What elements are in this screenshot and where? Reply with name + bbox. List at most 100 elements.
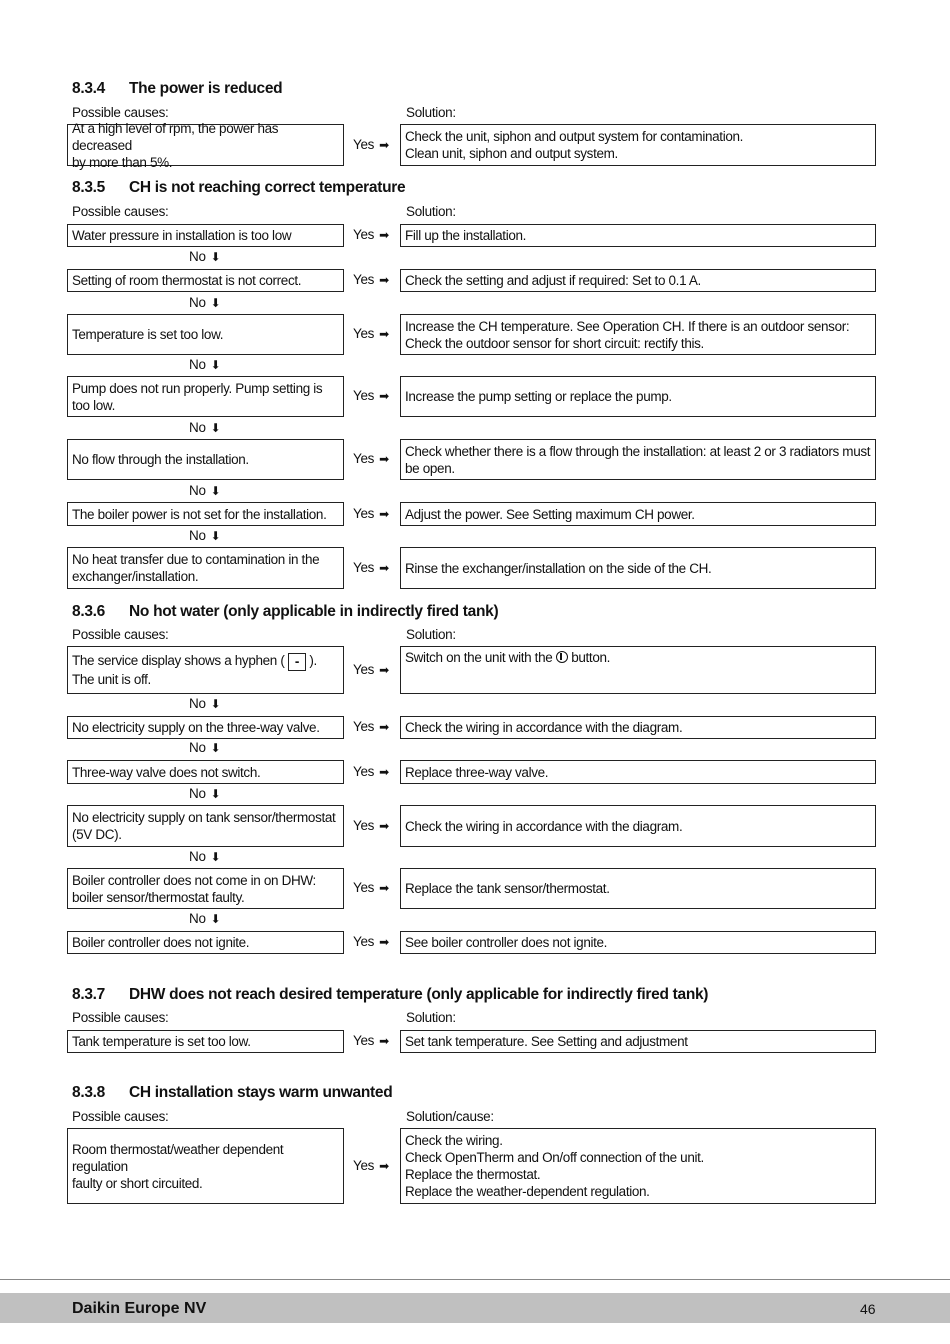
solution-box: Replace three-way valve. [400,760,876,784]
solution-box: See boiler controller does not ignite. [400,931,876,954]
section-number: 8.3.6 [72,603,105,620]
solution-label: Solution: [406,105,456,120]
solution-box: Adjust the power. See Setting maximum CH… [400,502,876,526]
yes-label: Yes [353,817,375,833]
yes-label: Yes [353,719,375,734]
arrow-right-icon: ➡ [379,1034,389,1048]
no-label: No [189,740,206,755]
yes-arrow: Yes ➡ [353,764,389,779]
cause-box: Tank temperature is set too low. [67,1030,344,1053]
yes-label: Yes [353,505,375,521]
no-label: No [189,911,206,926]
page-number: 46 [860,1301,876,1317]
no-arrow: No ⬇ [189,740,221,755]
causes-label: Possible causes: [72,627,169,642]
cause-box: Room thermostat/weather dependent regula… [67,1128,344,1204]
yes-arrow: Yes ➡ [353,560,389,575]
solution-box: Increase the pump setting or replace the… [400,376,876,417]
causes-label: Possible causes: [72,1109,169,1124]
cause-box: No heat transfer due to contamination in… [67,547,344,589]
no-label: No [189,528,206,543]
section-heading: 8.3.7 DHW does not reach desired temperat… [72,986,708,1004]
solution-box: Fill up the installation. [400,224,876,247]
section-title: The power is reduced [129,80,283,97]
no-label: No [189,357,206,372]
yes-arrow: Yes ➡ [353,227,389,242]
yes-arrow: Yes ➡ [353,934,389,949]
causes-label: Possible causes: [72,204,169,219]
no-label: No [189,420,206,435]
causes-label: Possible causes: [72,1010,169,1025]
no-arrow: No ⬇ [189,249,221,264]
no-arrow: No ⬇ [189,420,221,435]
no-label: No [189,483,206,498]
arrow-right-icon: ➡ [379,389,389,403]
power-button-icon [555,651,568,663]
arrow-down-icon: ⬇ [210,787,221,801]
yes-label: Yes [353,1157,375,1173]
arrow-right-icon: ➡ [379,506,389,521]
yes-arrow: Yes ➡ [353,451,389,466]
footer-company: Daikin Europe NV [72,1300,207,1317]
solution-box: Set tank temperature. See Setting and ad… [400,1030,876,1053]
section-heading: 8.3.4 The power is reduced [72,80,283,98]
cause-box: No flow through the installation. [67,439,344,480]
no-arrow: No ⬇ [189,911,221,926]
arrow-right-icon: ➡ [379,1158,389,1173]
cause-text-pre: The service display shows a hyphen ( [72,653,288,669]
yes-arrow: Yes ➡ [353,272,389,287]
no-label: No [189,249,206,264]
solution-box: Check the unit, siphon and output system… [400,124,876,166]
cause-box: At a high level of rpm, the power has de… [67,121,344,170]
no-arrow: No ⬇ [189,295,221,310]
yes-arrow: Yes ➡ [353,137,389,152]
arrow-right-icon: ➡ [379,720,389,734]
solution-box: Check the wiring in accordance with the … [400,805,876,847]
solution-label: Solution/cause: [406,1109,494,1124]
cause-box: Water pressure in installation is too lo… [67,224,344,247]
arrow-right-icon: ➡ [379,273,389,287]
yes-arrow: Yes ➡ [353,662,389,677]
no-arrow: No ⬇ [189,849,221,864]
cause-box: No electricity supply on tank sensor/the… [67,805,344,847]
section-heading: 8.3.6 No hot water (only applicable in in… [72,603,499,621]
yes-arrow: Yes ➡ [353,506,389,521]
arrow-down-icon: ⬇ [210,296,221,310]
yes-arrow: Yes ➡ [353,388,389,403]
arrow-down-icon: ⬇ [210,250,221,264]
no-arrow: No ⬇ [189,696,221,711]
solution-box: Check the wiring in accordance with the … [400,716,876,739]
cause-box: Boiler controller does not come in on DH… [67,868,344,909]
no-label: No [189,786,206,801]
display-hyphen-symbol: - [287,652,306,671]
no-label: No [189,696,206,711]
yes-label: Yes [353,661,375,677]
arrow-down-icon: ⬇ [210,850,221,864]
section-title: DHW does not reach desired temperature (… [129,986,709,1003]
cause-box: The service display shows a hyphen ( - )… [67,646,344,694]
yes-arrow: Yes ➡ [353,818,389,833]
arrow-right-icon: ➡ [379,818,389,833]
yes-arrow: Yes ➡ [353,326,389,341]
cause-text-post: ). The unit is off. [72,653,317,687]
arrow-right-icon: ➡ [379,228,389,242]
arrow-down-icon: ⬇ [210,484,221,498]
yes-label: Yes [353,559,375,575]
no-arrow: No ⬇ [189,357,221,372]
section-number: 8.3.4 [72,80,105,97]
arrow-down-icon: ⬇ [210,912,221,926]
arrow-right-icon: ➡ [379,452,389,466]
cause-box: Three-way valve does not switch. [67,760,344,784]
footer-divider [0,1279,950,1280]
yes-label: Yes [353,880,375,895]
arrow-down-icon: ⬇ [210,358,221,372]
section-heading: 8.3.8 CH installation stays warm unwanted [72,1084,393,1102]
causes-label: Possible causes: [72,105,169,120]
arrow-down-icon: ⬇ [210,421,221,435]
section-heading: 8.3.5 CH is not reaching correct temperat… [72,179,406,197]
yes-label: Yes [353,451,375,466]
yes-arrow: Yes ➡ [353,1158,389,1173]
arrow-down-icon: ⬇ [210,741,221,755]
cause-box: Temperature is set too low. [67,314,344,355]
yes-label: Yes [353,136,375,152]
